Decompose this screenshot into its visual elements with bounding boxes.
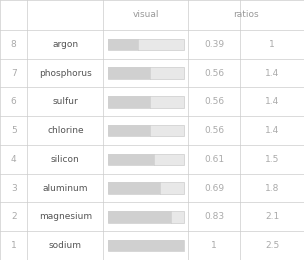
Bar — [108, 240, 184, 251]
Text: chlorine: chlorine — [47, 126, 84, 135]
Bar — [108, 38, 137, 50]
Text: silicon: silicon — [51, 155, 80, 164]
Text: phosphorus: phosphorus — [39, 69, 92, 77]
Text: 7: 7 — [11, 69, 16, 77]
Text: 1.5: 1.5 — [265, 155, 279, 164]
Text: 1.4: 1.4 — [265, 69, 279, 77]
Bar — [108, 240, 184, 251]
Text: visual: visual — [133, 10, 159, 20]
Text: 0.56: 0.56 — [204, 69, 224, 77]
Bar — [108, 211, 184, 223]
Text: sodium: sodium — [49, 241, 82, 250]
Text: 0.56: 0.56 — [204, 126, 224, 135]
Text: 3: 3 — [11, 184, 16, 193]
Text: 1.4: 1.4 — [265, 126, 279, 135]
Text: aluminum: aluminum — [43, 184, 88, 193]
Bar — [108, 38, 184, 50]
Bar — [108, 125, 150, 136]
Text: 4: 4 — [11, 155, 16, 164]
Bar — [108, 125, 184, 136]
Bar — [108, 154, 184, 165]
Text: 0.56: 0.56 — [204, 97, 224, 106]
Text: 0.61: 0.61 — [204, 155, 224, 164]
Text: 1.8: 1.8 — [265, 184, 279, 193]
Bar — [108, 211, 171, 223]
Text: 0.39: 0.39 — [204, 40, 224, 49]
Bar — [108, 96, 184, 108]
Bar — [108, 182, 161, 194]
Bar — [108, 67, 184, 79]
Bar — [108, 67, 150, 79]
Text: 1.4: 1.4 — [265, 97, 279, 106]
Text: 1: 1 — [212, 241, 217, 250]
Text: sulfur: sulfur — [53, 97, 78, 106]
Text: magnesium: magnesium — [39, 212, 92, 221]
Text: 8: 8 — [11, 40, 16, 49]
Text: 2: 2 — [11, 212, 16, 221]
Text: 0.69: 0.69 — [204, 184, 224, 193]
Text: 5: 5 — [11, 126, 16, 135]
Text: 6: 6 — [11, 97, 16, 106]
Bar — [108, 96, 150, 108]
Text: 1: 1 — [269, 40, 275, 49]
Bar — [108, 182, 184, 194]
Text: ratios: ratios — [233, 10, 259, 20]
Text: 2.1: 2.1 — [265, 212, 279, 221]
Text: 0.83: 0.83 — [204, 212, 224, 221]
Text: 2.5: 2.5 — [265, 241, 279, 250]
Bar — [108, 154, 154, 165]
Text: 1: 1 — [11, 241, 16, 250]
Text: argon: argon — [52, 40, 78, 49]
